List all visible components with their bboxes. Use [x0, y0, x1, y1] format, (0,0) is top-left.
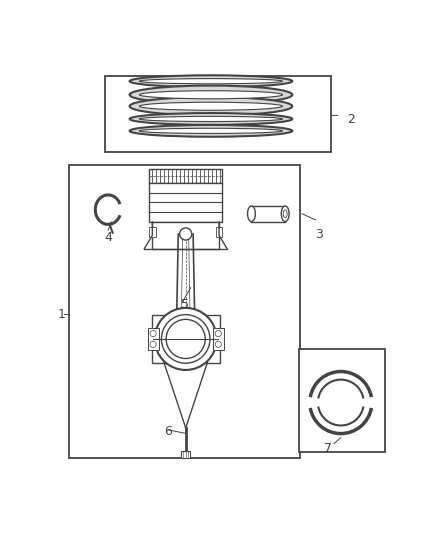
- Ellipse shape: [283, 210, 287, 217]
- Ellipse shape: [130, 125, 292, 137]
- Bar: [216, 227, 222, 237]
- Ellipse shape: [166, 319, 205, 359]
- Ellipse shape: [180, 228, 192, 240]
- Ellipse shape: [180, 229, 191, 239]
- Bar: [181, 451, 190, 458]
- Ellipse shape: [139, 102, 283, 110]
- Bar: [105, 76, 331, 152]
- Text: 3: 3: [315, 228, 323, 241]
- Ellipse shape: [150, 330, 156, 337]
- Text: 5: 5: [180, 297, 189, 311]
- Ellipse shape: [139, 91, 283, 99]
- Bar: [213, 328, 224, 350]
- Text: 1: 1: [57, 308, 65, 321]
- Ellipse shape: [215, 330, 221, 337]
- Ellipse shape: [139, 116, 283, 122]
- Text: 2: 2: [348, 113, 356, 126]
- Ellipse shape: [281, 206, 289, 222]
- Ellipse shape: [130, 113, 292, 125]
- Ellipse shape: [130, 86, 292, 104]
- Bar: [152, 316, 220, 362]
- Ellipse shape: [247, 206, 255, 222]
- Bar: [149, 227, 155, 237]
- Bar: [148, 328, 159, 350]
- Text: 4: 4: [105, 231, 113, 244]
- Bar: [299, 349, 385, 452]
- Ellipse shape: [130, 75, 292, 87]
- Ellipse shape: [139, 78, 283, 84]
- Bar: [251, 206, 285, 222]
- Bar: [69, 165, 300, 458]
- Bar: [149, 168, 222, 183]
- Bar: [149, 183, 222, 222]
- Ellipse shape: [215, 341, 221, 348]
- Text: 7: 7: [324, 442, 332, 455]
- Ellipse shape: [162, 314, 210, 363]
- Ellipse shape: [139, 128, 283, 133]
- Text: 6: 6: [164, 425, 172, 438]
- Ellipse shape: [130, 97, 292, 116]
- Bar: [152, 222, 219, 248]
- Ellipse shape: [150, 341, 156, 348]
- Ellipse shape: [155, 308, 217, 370]
